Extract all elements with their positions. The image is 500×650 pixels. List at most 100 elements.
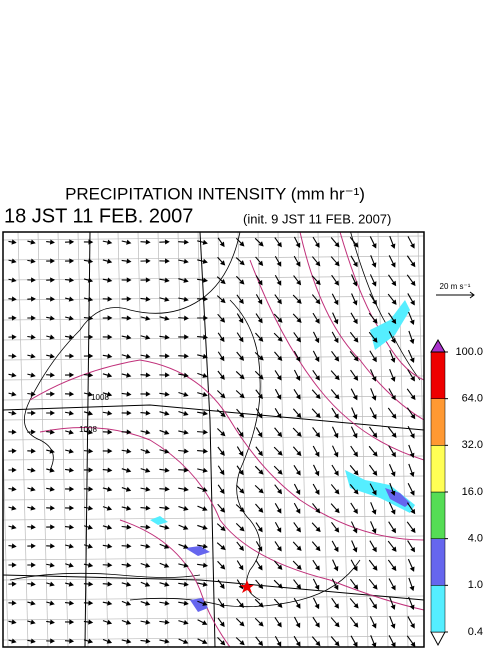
wind-arrow-head	[372, 356, 377, 363]
wind-arrow-head	[49, 429, 55, 435]
wind-arrow-head	[238, 336, 244, 343]
wind-arrow-head	[334, 621, 340, 628]
wind-arrow-head	[333, 565, 339, 572]
wind-arrow-head	[238, 298, 244, 305]
wind-arrow-head	[87, 543, 94, 549]
wind-arrow-head	[145, 277, 151, 283]
wind-arrow-head	[202, 581, 208, 587]
wind-arrow-head	[333, 470, 339, 476]
wind-arrow-head	[107, 277, 113, 283]
wind-arrow-head	[50, 410, 55, 416]
wind-vectors	[8, 235, 416, 647]
wind-arrow-head	[88, 334, 94, 340]
boundaries	[3, 232, 424, 647]
wind-arrow-head	[145, 372, 151, 378]
wind-arrow-head	[183, 277, 189, 283]
wind-arrow-head	[371, 509, 377, 515]
wind-arrow-head	[314, 242, 320, 248]
wind-arrow-head	[258, 583, 264, 589]
wind-arrow-head	[276, 394, 282, 400]
wind-arrow-head	[68, 543, 74, 549]
wind-arrow-head	[30, 258, 36, 264]
wind-arrow-head	[164, 619, 170, 625]
wind-arrow-head	[371, 243, 377, 249]
wind-arrow-head	[106, 486, 113, 492]
wind-arrow-head	[183, 372, 189, 378]
grid-line	[3, 424, 9, 647]
colorbar-segment	[430, 351, 446, 399]
isobar-label: 1008	[79, 425, 97, 434]
wind-arrow-head	[410, 641, 416, 647]
wind-arrow-head	[314, 451, 320, 458]
wind-arrow-head	[219, 241, 225, 248]
wind-arrow-head	[353, 337, 359, 343]
grid-line	[3, 615, 424, 621]
grid-line	[3, 635, 424, 641]
wind-arrow-head	[11, 334, 17, 340]
wind-arrow-head	[125, 486, 132, 492]
wind-arrow-head	[371, 414, 377, 420]
colorbar-tick-label: 100.0	[455, 346, 483, 358]
wind-arrow-head	[258, 621, 264, 627]
wind-arrow-head	[164, 429, 170, 435]
init-time: (init. 9 JST 11 FEB. 2007)	[243, 211, 391, 226]
wind-arrow-head	[314, 489, 320, 495]
wind-arrow-head	[410, 280, 416, 287]
wind-arrow-head	[315, 298, 321, 305]
wind-arrow-head	[314, 584, 320, 591]
wind-arrow-head	[314, 622, 320, 628]
wind-arrow-head	[352, 565, 358, 572]
wind-arrow-head	[219, 621, 225, 627]
wind-arrow-head	[295, 356, 301, 362]
wind-arrow-head	[87, 429, 94, 435]
wind-arrow-head	[277, 488, 283, 495]
wind-arrow-head	[164, 448, 170, 454]
wind-arrow-head	[390, 642, 396, 647]
wind-arrow-head	[334, 603, 339, 609]
wind-arrow-head	[238, 602, 244, 608]
wind-arrow-head	[107, 410, 113, 416]
grid-line	[377, 232, 389, 647]
wind-arrow-head	[372, 546, 377, 553]
wind-arrow-head	[295, 603, 301, 609]
wind-arrow-head	[203, 296, 209, 302]
title: PRECIPITATION INTENSITY (mm hr⁻¹)	[65, 184, 365, 203]
wind-arrow-head	[11, 543, 17, 549]
wind-arrow-head	[296, 412, 302, 419]
wind-arrow-head	[49, 581, 55, 587]
wind-arrow-head	[314, 356, 320, 363]
wind-arrow-head	[315, 640, 321, 647]
wind-arrow-head	[11, 638, 17, 644]
grid-line	[3, 255, 424, 261]
wind-arrow-head	[183, 315, 189, 321]
wind-arrow-head	[353, 489, 359, 495]
grid-line	[3, 235, 424, 241]
wind-arrow-head	[145, 391, 151, 397]
wind-arrow-head	[315, 508, 321, 514]
wind-arrow-head	[295, 394, 301, 400]
wind-arrow-head	[258, 488, 264, 494]
wind-arrow-head	[68, 429, 74, 435]
grid-line	[97, 232, 109, 647]
wind-arrow-head	[126, 334, 132, 340]
wind-arrow-head	[202, 506, 208, 511]
wind-arrow-head	[202, 239, 208, 245]
wind-arrow-head	[239, 355, 245, 361]
wind-arrow-head	[314, 318, 320, 324]
wind-arrow-head	[296, 450, 302, 457]
wind-arrow-head	[69, 486, 75, 492]
wind-arrow-head	[11, 239, 17, 245]
wind-arrow-head	[164, 391, 170, 397]
wind-arrow-head	[410, 623, 415, 629]
wind-arrow-head	[50, 505, 55, 511]
grid-line	[137, 232, 149, 647]
wind-arrow-head	[257, 317, 263, 324]
wind-arrow-head	[31, 315, 36, 321]
wind-arrow-head	[126, 448, 132, 454]
wind-arrow-head	[410, 527, 416, 534]
wind-arrow-head	[164, 524, 170, 530]
grid-line	[117, 232, 129, 647]
location-star	[240, 580, 254, 593]
wind-arrow-head	[239, 640, 245, 646]
wind-arrow-head	[145, 410, 151, 416]
